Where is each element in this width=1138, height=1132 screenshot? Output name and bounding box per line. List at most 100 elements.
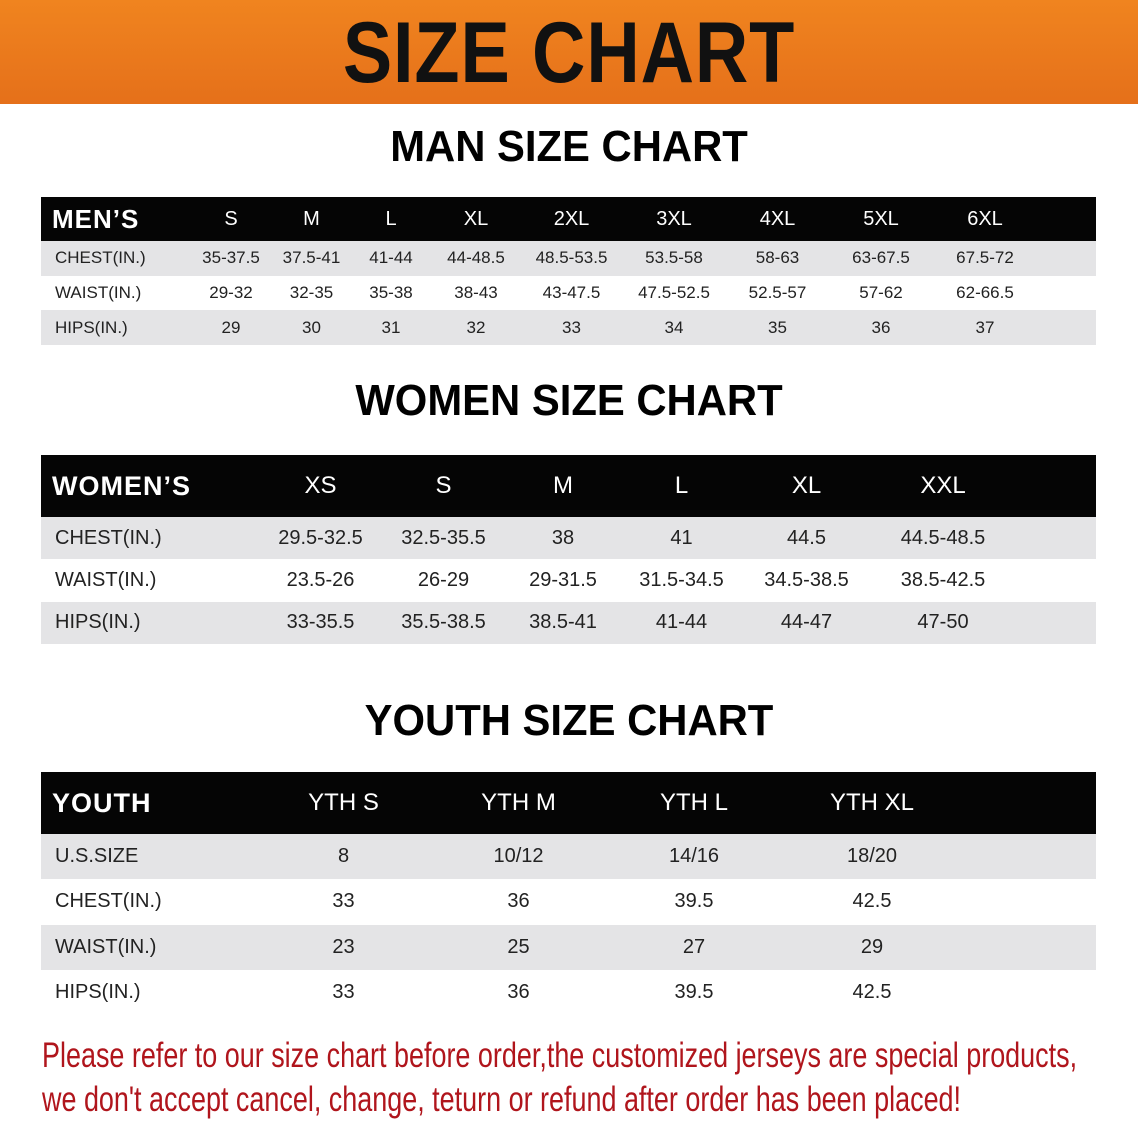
measurement-value: 36 [507, 981, 530, 1004]
size-header-cell: 3XL [656, 207, 692, 230]
measurement-value: 39.5 [674, 890, 714, 913]
measurement-value: 53.5-58 [645, 248, 703, 268]
measurement-value: 23 [332, 935, 355, 958]
measurement-value: 36 [507, 890, 530, 913]
measurement-value: 37 [975, 317, 995, 337]
table-row: HIPS(IN.) 33-35.5 35.5-38.5 38.5-41 41-44 44-… [41, 601, 1096, 644]
measurement-value: 29.5-32.5 [278, 526, 363, 549]
size-header-cell: 2XL [553, 207, 590, 230]
banner: SIZE CHART [0, 0, 1138, 104]
measurement-value: 35-37.5 [202, 248, 260, 268]
size-header-cell: YTH S [308, 789, 379, 816]
measurement-value: 23.5-26 [286, 568, 355, 591]
men-size-table: MEN’S S M L XL 2XL 3XL 4XL 5XL 6XL CHEST(IN.) 35-37… [41, 197, 1096, 346]
size-header-cell: XL [463, 207, 489, 230]
measurement-value: 44-47 [780, 611, 833, 634]
measurement-value: 33 [332, 981, 355, 1004]
measurement-label: CHEST(IN.) [55, 248, 146, 268]
table-header-label: WOMEN’S [52, 470, 191, 501]
measurement-value: 39.5 [674, 981, 714, 1004]
measurement-value: 62-66.5 [956, 283, 1014, 303]
size-header-cell: 4XL [759, 207, 796, 230]
table-row: WAIST(IN.) 23.5-26 26-29 29-31.5 31.5-34.5 34… [41, 559, 1096, 602]
size-header-cell: M [303, 207, 320, 230]
measurement-value: 44-48.5 [447, 248, 505, 268]
youth-section-title: YOUTH SIZE CHART [364, 696, 774, 745]
measurement-value: 41-44 [369, 248, 413, 268]
measurement-value: 33-35.5 [286, 611, 355, 634]
measurement-value: 33 [562, 317, 581, 337]
table-header-row: WOMEN’S XS S M L XL XXL [41, 455, 1096, 517]
measurement-label: HIPS(IN.) [55, 981, 141, 1004]
measurement-value: 8 [337, 845, 350, 868]
table-row: U.S.SIZE 8 10/12 14/16 18/20 [41, 834, 1096, 880]
measurement-value: 42.5 [852, 890, 892, 913]
table-row: CHEST(IN.) 29.5-32.5 32.5-35.5 38 41 44.5 44.5… [41, 517, 1096, 560]
measurement-value: 35.5-38.5 [401, 611, 486, 634]
measurement-value: 32.5-35.5 [401, 526, 486, 549]
measurement-value: 29 [221, 317, 241, 337]
measurement-label: WAIST(IN.) [55, 935, 157, 958]
table-header-row: MEN’S S M L XL 2XL 3XL 4XL 5XL 6XL [41, 197, 1096, 241]
size-header-cell: L [385, 207, 397, 230]
measurement-value: 47-50 [917, 611, 969, 634]
table-header-label: YOUTH [52, 787, 152, 818]
measurement-value: 47.5-52.5 [638, 283, 710, 303]
table-row: WAIST(IN.) 23 25 27 29 [41, 924, 1096, 970]
measurement-value: 31 [381, 317, 401, 337]
measurement-value: 29 [860, 935, 884, 958]
measurement-value: 34.5-38.5 [764, 568, 849, 591]
women-size-table: WOMEN’S XS S M L XL XXL CHEST(IN.) 29.5-32.5 32.5… [41, 455, 1096, 644]
table-row: HIPS(IN.) 33 36 39.5 42.5 [41, 969, 1096, 1016]
youth-size-table: YOUTH YTH S YTH M YTH L YTH XL U.S.SIZE 8 10/12… [41, 772, 1096, 1016]
measurement-value: 52.5-57 [748, 283, 807, 303]
banner-title: SIZE CHART [342, 5, 796, 101]
size-header-cell: YTH XL [829, 789, 915, 816]
measurement-value: 30 [302, 317, 321, 337]
measurement-value: 44.5-48.5 [900, 526, 986, 549]
measurement-value: 38.5-41 [529, 611, 597, 634]
notice-line-2: we don't accept cancel, change, teturn o… [42, 1080, 962, 1119]
men-section-title: MAN SIZE CHART [390, 122, 748, 171]
size-header-cell: 5XL [863, 207, 899, 230]
measurement-label: WAIST(IN.) [55, 283, 142, 303]
size-header-cell: S [435, 472, 452, 499]
table-header-row: YOUTH YTH S YTH M YTH L YTH XL [41, 772, 1096, 834]
table-header-label: MEN’S [52, 203, 140, 234]
table-row: HIPS(IN.) 29 30 31 32 33 34 35 36 37 [41, 310, 1096, 346]
women-section-title: WOMEN SIZE CHART [355, 376, 783, 425]
measurement-value: 38-43 [454, 283, 498, 303]
measurement-value: 41-44 [655, 611, 708, 634]
measurement-label: U.S.SIZE [55, 845, 139, 868]
measurement-value: 27 [682, 935, 706, 958]
measurement-value: 33 [332, 890, 355, 913]
measurement-value: 35-38 [369, 283, 413, 303]
measurement-value: 32 [466, 317, 486, 337]
table-row: WAIST(IN.) 29-32 32-35 35-38 38-43 43-47.5 47.… [41, 275, 1096, 311]
size-header-cell: L [674, 472, 689, 499]
measurement-value: 25 [507, 935, 530, 958]
measurement-value: 37.5-41 [282, 248, 341, 268]
size-header-cell: XS [304, 472, 337, 499]
measurement-value: 29-31.5 [529, 568, 597, 591]
measurement-label: WAIST(IN.) [55, 568, 157, 591]
measurement-value: 18/20 [846, 845, 898, 868]
measurement-value: 48.5-53.5 [535, 248, 608, 268]
notice-line-1: Please refer to our size chart before or… [42, 1036, 1078, 1075]
measurement-label: HIPS(IN.) [55, 317, 128, 337]
measurement-value: 67.5-72 [956, 248, 1014, 268]
measurement-label: HIPS(IN.) [55, 611, 141, 634]
measurement-value: 43-47.5 [542, 283, 601, 303]
measurement-value: 38.5-42.5 [900, 568, 986, 591]
measurement-value: 42.5 [852, 981, 892, 1004]
size-header-cell: 6XL [967, 207, 1003, 230]
table-row: CHEST(IN.) 35-37.5 37.5-41 41-44 44-48.5 48.5… [41, 241, 1096, 276]
measurement-value: 10/12 [493, 845, 544, 868]
size-header-cell: XL [791, 472, 822, 499]
measurement-value: 63-67.5 [852, 248, 910, 268]
size-header-cell: M [553, 472, 573, 499]
size-header-cell: YTH L [659, 789, 728, 816]
measurement-value: 26-29 [417, 568, 470, 591]
size-header-cell: YTH M [481, 789, 556, 816]
table-row: CHEST(IN.) 33 36 39.5 42.5 [41, 879, 1096, 925]
